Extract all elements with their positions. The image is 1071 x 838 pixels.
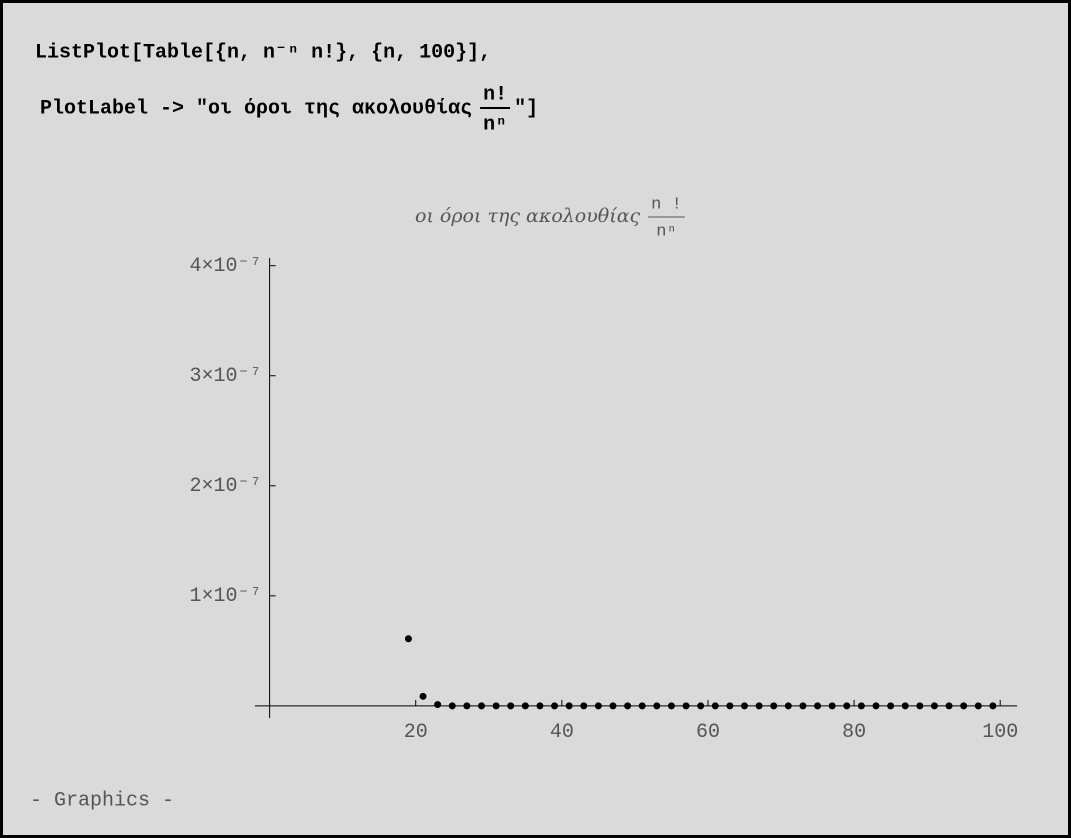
output-label: - Graphics - bbox=[30, 789, 174, 812]
point bbox=[404, 635, 412, 643]
point bbox=[916, 702, 924, 710]
point bbox=[463, 702, 471, 710]
point bbox=[770, 702, 778, 710]
point bbox=[536, 702, 544, 710]
point bbox=[594, 702, 602, 710]
point bbox=[740, 702, 748, 710]
point bbox=[901, 702, 909, 710]
point bbox=[682, 702, 690, 710]
point bbox=[989, 702, 997, 710]
code-line: PlotLabel -> "οι όροι της ακολουθίας bbox=[40, 97, 472, 120]
point bbox=[609, 702, 617, 710]
y-tick-label: 2×10⁻⁷ bbox=[190, 475, 262, 498]
point bbox=[624, 702, 632, 710]
point bbox=[653, 702, 661, 710]
point bbox=[887, 702, 895, 710]
point bbox=[434, 701, 442, 709]
chart-title: οι όροι της ακολουθίας bbox=[415, 205, 641, 227]
title-fraction-denominator: nⁿ bbox=[656, 222, 676, 241]
point bbox=[477, 702, 485, 710]
point bbox=[638, 702, 646, 710]
point bbox=[667, 702, 675, 710]
point bbox=[580, 702, 588, 710]
code-fraction-denominator: nⁿ bbox=[483, 113, 507, 136]
point bbox=[828, 702, 836, 710]
point bbox=[565, 702, 573, 710]
point bbox=[697, 702, 705, 710]
point bbox=[843, 702, 851, 710]
x-tick-label: 80 bbox=[842, 721, 866, 744]
point bbox=[974, 702, 982, 710]
point bbox=[814, 702, 822, 710]
point bbox=[784, 702, 792, 710]
x-tick-label: 40 bbox=[550, 721, 574, 744]
point bbox=[960, 702, 968, 710]
point bbox=[726, 702, 734, 710]
point bbox=[857, 702, 865, 710]
x-tick-label: 60 bbox=[696, 721, 720, 744]
point bbox=[799, 702, 807, 710]
point bbox=[755, 702, 763, 710]
y-tick-label: 1×10⁻⁷ bbox=[190, 585, 262, 608]
point bbox=[945, 702, 953, 710]
x-tick-label: 20 bbox=[404, 721, 428, 744]
point bbox=[711, 702, 719, 710]
point bbox=[448, 702, 456, 710]
point bbox=[930, 702, 938, 710]
point bbox=[872, 702, 880, 710]
point bbox=[521, 702, 529, 710]
code-fraction-numerator: n! bbox=[483, 83, 507, 106]
title-fraction-numerator: n ! bbox=[651, 195, 682, 214]
code-line: "] bbox=[514, 97, 538, 120]
code-line: ListPlot[Table[{n, n⁻ⁿ n!}, {n, 100}], bbox=[35, 41, 491, 64]
y-tick-label: 4×10⁻⁷ bbox=[190, 255, 262, 278]
y-tick-label: 3×10⁻⁷ bbox=[190, 365, 262, 388]
point bbox=[419, 692, 427, 700]
point bbox=[507, 702, 515, 710]
x-tick-label: 100 bbox=[982, 721, 1018, 744]
plot: 20 40 60 80 100 1×10⁻⁷ 2×10⁻⁷ 3×10⁻⁷ 4×10⁻⁷ bbox=[190, 255, 1019, 744]
point bbox=[551, 702, 559, 710]
point bbox=[492, 702, 500, 710]
